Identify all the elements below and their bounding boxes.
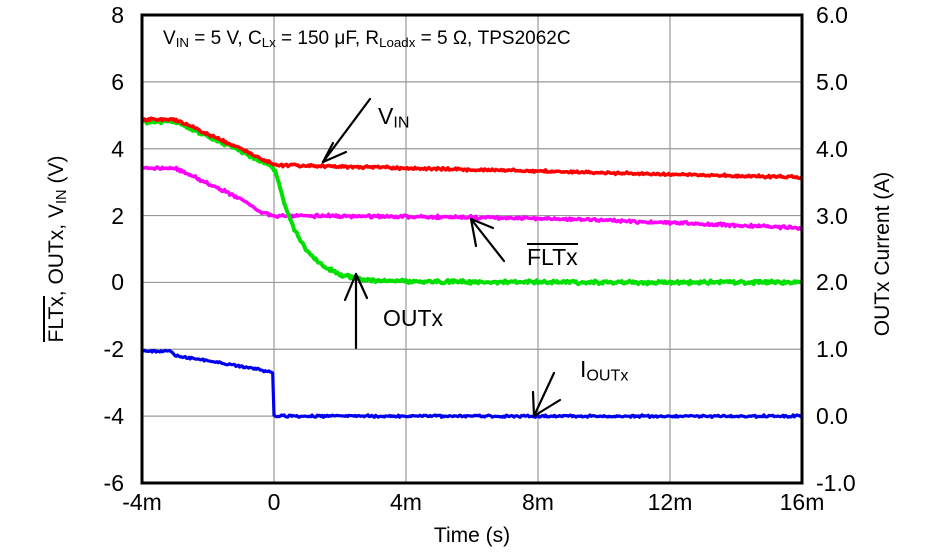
annotation-arrow-vin [321, 97, 372, 164]
annotation-arrow-fltx [469, 217, 506, 263]
y-right-tick: 3.0 [816, 203, 848, 229]
annotation-arrow-ioutx [532, 398, 562, 418]
annotation-arrow-ioutx [531, 390, 536, 418]
text-segment: IN [54, 189, 71, 205]
x-tick: -4m [122, 489, 162, 515]
annotation-ioutx-label: IOUTx [580, 356, 628, 386]
x-tick: 0 [267, 489, 281, 515]
x-tick: 16m [779, 489, 825, 515]
curve-fltx [142, 165, 802, 231]
annotation-arrow-ioutx [532, 371, 556, 418]
annotation-vin-label: VIN [378, 103, 409, 133]
text-segment: = 5 Ω, TPS2062C [415, 28, 571, 49]
text-segment: = 150 μF, R [275, 28, 380, 49]
text-segment: = 5 V, C [189, 28, 262, 49]
y-left-tick: 6 [111, 69, 124, 95]
y-left-tick: 0 [111, 269, 124, 295]
y-right-tick: 6.0 [816, 2, 848, 28]
text-segment: IN [393, 113, 410, 132]
x-axis-title: Time (s) [433, 524, 511, 547]
y-right-tick: 5.0 [816, 69, 848, 95]
text-segment: V [163, 28, 176, 49]
text-segment: Lx [261, 34, 276, 50]
annotation-fltx-label: FLTx [527, 243, 578, 271]
y-right-tick: 1.0 [816, 336, 848, 362]
text-segment: I [580, 356, 587, 382]
x-tick: 4m [390, 489, 422, 515]
y-left-tick: -2 [103, 336, 124, 362]
text-segment: OUTx [383, 305, 444, 331]
text-segment: FLTx [527, 243, 578, 270]
plot-frame [140, 13, 804, 485]
y-left-tick: 4 [111, 136, 124, 162]
annotation-arrow-fltx [469, 217, 478, 248]
text-segment: Loadx [379, 34, 416, 50]
annotation-arrow-vin [321, 150, 348, 164]
text-segment: V [378, 103, 394, 129]
y-left-tick: 2 [111, 203, 124, 229]
x-tick: 12m [647, 489, 693, 515]
y-left-tick: 8 [111, 2, 124, 28]
y-right-tick: 4.0 [816, 136, 848, 162]
y-right-tick: 0.0 [816, 403, 848, 429]
curve-outx [142, 118, 802, 287]
y-right-tick: 2.0 [816, 269, 848, 295]
chart-title: VIN = 5 V, CLx = 150 μF, RLoadx = 5 Ω, T… [163, 28, 571, 50]
annotation-outx-label: OUTx [383, 305, 443, 332]
annotation-arrow-vin [321, 141, 335, 164]
annotation-arrow-outx [343, 272, 358, 302]
text-segment: IN [175, 34, 189, 50]
x-tick: 8m [522, 489, 554, 515]
annotation-arrow-outx [354, 272, 369, 300]
y-right-tick: -1.0 [816, 470, 856, 496]
curve-ioutx [142, 348, 802, 419]
text-segment: OUTx [586, 366, 629, 385]
curve-vin [142, 116, 802, 180]
y-left-tick: -4 [103, 403, 124, 429]
annotation-arrow-fltx [469, 217, 495, 230]
y-left-tick: -6 [103, 470, 124, 496]
